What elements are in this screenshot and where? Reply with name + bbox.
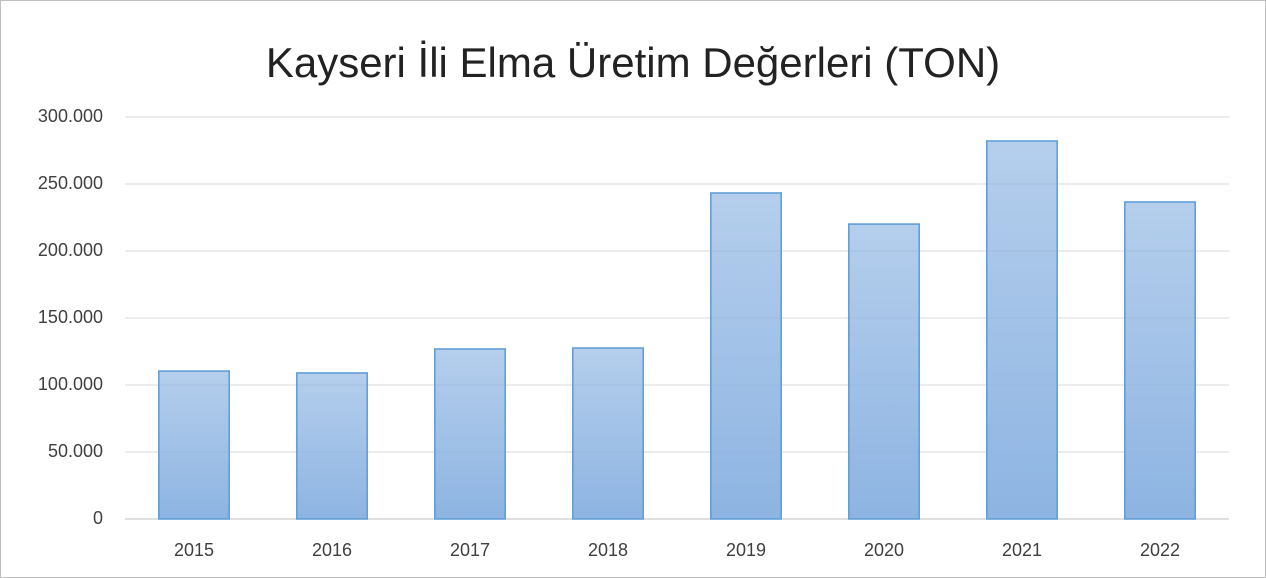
y-tick-label: 0: [93, 508, 103, 528]
chart-title: Kayseri İli Elma Üretim Değerleri (TON): [266, 39, 1000, 86]
y-tick-label: 250.000: [38, 173, 103, 193]
y-tick-label: 150.000: [38, 307, 103, 327]
bar: [572, 347, 644, 520]
x-tick-label: 2019: [726, 540, 766, 560]
bar: [434, 348, 506, 520]
y-tick-label: 100.000: [38, 374, 103, 394]
bar: [1124, 201, 1196, 520]
x-tick-label: 2021: [1002, 540, 1042, 560]
x-tick-label: 2020: [864, 540, 904, 560]
bar: [158, 370, 230, 520]
x-tick-label: 2016: [312, 540, 352, 560]
x-tick-label: 2018: [588, 540, 628, 560]
x-tick-label: 2022: [1140, 540, 1180, 560]
bar: [710, 192, 782, 520]
x-tick-label: 2015: [174, 540, 214, 560]
bar: [296, 372, 368, 520]
y-tick-label: 200.000: [38, 240, 103, 260]
x-tick-label: 2017: [450, 540, 490, 560]
y-tick-label: 50.000: [48, 441, 103, 461]
bar: [986, 140, 1058, 520]
bar: [848, 223, 920, 520]
y-tick-label: 300.000: [38, 106, 103, 126]
